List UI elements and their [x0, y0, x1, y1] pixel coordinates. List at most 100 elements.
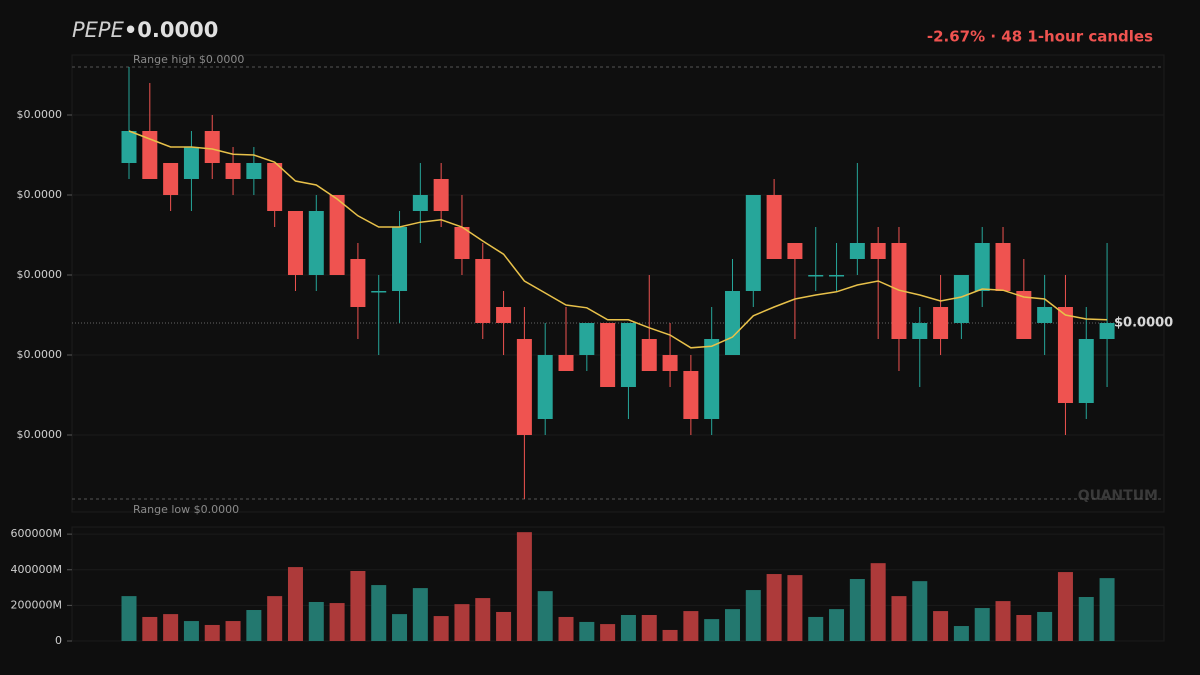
candle-body: [724, 291, 740, 355]
volume-bar: [912, 581, 928, 641]
range-low-label: Range low $0.0000: [133, 503, 239, 516]
candle-body: [183, 147, 199, 179]
volume-bar: [600, 624, 616, 641]
volume-bar: [724, 609, 740, 641]
y-tick-label: $0.0000: [17, 268, 63, 281]
candle-body: [558, 355, 574, 371]
volume-bar: [787, 575, 803, 641]
volume-bar: [496, 611, 512, 641]
volume-bar: [392, 614, 408, 641]
candle-body: [829, 275, 845, 277]
candle-body: [350, 259, 366, 307]
symbol: PEPE: [72, 18, 125, 42]
volume-bar: [287, 567, 303, 641]
last-price-label: $0.0000: [1114, 316, 1173, 331]
volume-bar: [267, 596, 283, 641]
candle-body: [1078, 339, 1094, 403]
candle-body: [204, 131, 220, 163]
volume-bar: [1016, 614, 1032, 641]
volume-bar: [1057, 572, 1073, 641]
candle-body: [704, 339, 720, 419]
candle-body: [246, 163, 262, 179]
volume-bar: [371, 585, 387, 641]
candle-body: [287, 211, 303, 275]
volume-bar: [1099, 578, 1115, 641]
candle-body: [683, 371, 699, 419]
volume-bar: [475, 598, 491, 641]
volume-bar: [704, 619, 720, 641]
subtitle: -2.67% · 48 1-hour candles: [927, 28, 1153, 46]
candle-body: [475, 259, 491, 323]
candle-body: [433, 179, 449, 211]
candle-body: [1016, 291, 1032, 339]
volume-bar: [121, 596, 137, 641]
candle-body: [142, 131, 158, 179]
volume-bar: [745, 590, 761, 641]
moving-average-line: [128, 130, 1108, 349]
volume-bar: [225, 621, 241, 641]
volume-bar: [204, 624, 220, 641]
volume-bar: [933, 611, 949, 641]
y-tick-label: 600000M: [11, 527, 62, 540]
volume-bar: [350, 570, 366, 641]
watermark: QUANTUM: [1078, 488, 1158, 504]
volume-bar: [683, 611, 699, 641]
volume-bar: [995, 601, 1011, 641]
candle-body: [953, 275, 969, 323]
y-tick-label: $0.0000: [17, 188, 63, 201]
volume-bar: [558, 616, 574, 641]
volume-bar: [1078, 597, 1094, 641]
candle-body: [308, 211, 324, 275]
candle-body: [745, 195, 761, 291]
volume-bar: [849, 579, 865, 641]
y-tick-label: 200000M: [11, 598, 62, 611]
y-tick-label: 0: [55, 634, 62, 647]
volume-bar: [308, 601, 324, 641]
volume-bar: [454, 604, 470, 641]
candle-body: [870, 243, 886, 259]
candle-body: [496, 307, 512, 323]
candle-body: [412, 195, 428, 211]
candle-body: [641, 339, 657, 371]
chart-title: PEPE•0.0000: [72, 18, 218, 42]
volume-bar: [891, 596, 907, 641]
volume-bar: [163, 614, 179, 641]
volume-bar: [641, 614, 657, 641]
candle-body: [766, 195, 782, 259]
candle-body: [808, 275, 824, 277]
candle-body: [329, 195, 345, 275]
candle-body: [371, 291, 387, 293]
candle-body: [912, 323, 928, 339]
volume-bar: [829, 609, 845, 641]
candle-body: [537, 355, 553, 419]
candle-body: [662, 355, 678, 371]
price: •0.0000: [124, 18, 218, 42]
range-high-label: Range high $0.0000: [133, 53, 244, 66]
candle-body: [891, 243, 907, 339]
volume-bar: [329, 603, 345, 641]
volume-bar: [142, 616, 158, 641]
volume-bar: [662, 629, 678, 641]
candle-body: [1037, 307, 1053, 323]
candle-body: [579, 323, 595, 355]
volume-bar: [433, 616, 449, 641]
volume-bar: [953, 626, 969, 641]
candle-body: [121, 131, 137, 163]
volume-bar: [808, 616, 824, 641]
volume-bar: [183, 621, 199, 641]
candle-body: [1099, 323, 1115, 339]
y-tick-label: $0.0000: [17, 108, 63, 121]
volume-bar: [870, 563, 886, 641]
volume-bar: [412, 588, 428, 641]
candle-body: [225, 163, 241, 179]
volume-bar: [579, 621, 595, 641]
candle-body: [787, 243, 803, 259]
y-tick-label: 400000M: [11, 563, 62, 576]
candle-body: [620, 323, 636, 387]
volume-bar: [766, 574, 782, 641]
candle-body: [1057, 307, 1073, 403]
volume-bar: [620, 614, 636, 641]
volume-bar: [537, 591, 553, 641]
candle-body: [995, 243, 1011, 291]
candle-body: [516, 339, 532, 435]
